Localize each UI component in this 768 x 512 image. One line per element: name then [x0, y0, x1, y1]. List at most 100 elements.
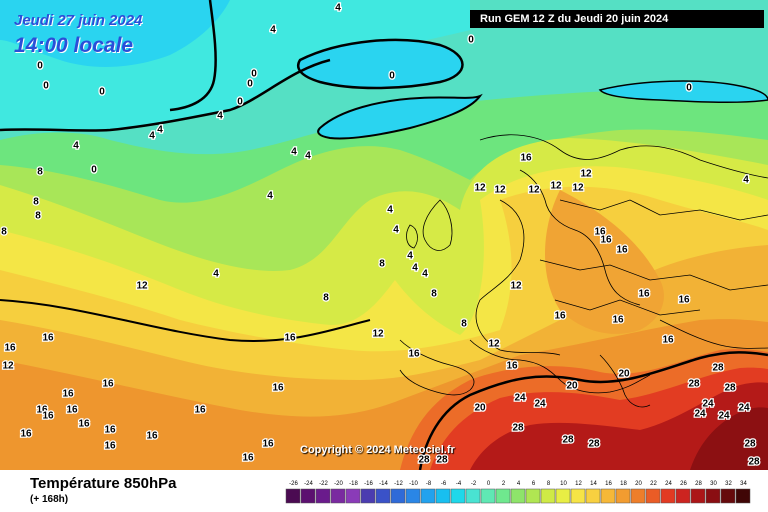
isotherm-label: 0: [43, 81, 49, 92]
isotherm-label: 4: [213, 269, 219, 280]
isotherm-label: 16: [146, 431, 158, 442]
legend-swatch: [690, 488, 706, 504]
isotherm-label: 4: [305, 151, 311, 162]
isotherm-label: 28: [562, 435, 574, 446]
legend-swatch: [285, 488, 301, 504]
isotherm-label: 4: [267, 191, 273, 202]
isotherm-label: 16: [104, 425, 116, 436]
legend-swatch: [735, 488, 751, 504]
legend-swatch: [465, 488, 481, 504]
isotherm-label: 16: [594, 227, 606, 238]
isotherm-label: 0: [686, 83, 692, 94]
isotherm-label: 0: [389, 71, 395, 82]
isotherm-label: 28: [712, 363, 724, 374]
legend-swatch: [300, 488, 316, 504]
isotherm-label: 16: [554, 311, 566, 322]
forecast-lead-time: (+ 168h): [30, 494, 69, 505]
isotherm-label: 16: [600, 235, 612, 246]
legend-value: 8: [547, 481, 551, 487]
legend-swatch: [660, 488, 676, 504]
isotherm-label: 8: [33, 197, 39, 208]
isotherm-label: 28: [436, 455, 448, 466]
isotherm-label: 0: [37, 61, 43, 72]
legend-value: 24: [665, 481, 672, 487]
legend-swatch: [540, 488, 556, 504]
legend-value: -12: [394, 481, 403, 487]
isotherm-label: 28: [512, 423, 524, 434]
legend-swatch: [450, 488, 466, 504]
legend-swatch: [585, 488, 601, 504]
isotherm-label: 0: [99, 87, 105, 98]
isotherm-label: 4: [335, 3, 341, 14]
isotherm-label: 4: [149, 131, 155, 142]
isotherm-label: 24: [514, 393, 526, 404]
legend-value: 12: [575, 481, 582, 487]
isotherm-label: 28: [748, 457, 760, 468]
isotherm-label: 24: [718, 411, 730, 422]
legend-swatch: [480, 488, 496, 504]
isotherm-label: 0: [247, 79, 253, 90]
isotherm-label: 16: [78, 419, 90, 430]
isotherm-label: 28: [724, 383, 736, 394]
isotherm-label: 4: [157, 125, 163, 136]
isotherm-label: 16: [408, 349, 420, 360]
legend-swatch: [600, 488, 616, 504]
legend-value: -4: [456, 481, 462, 487]
legend-swatch: [435, 488, 451, 504]
isotherm-label: 24: [702, 399, 714, 410]
legend-swatch: [570, 488, 586, 504]
isotherm-label: 12: [580, 169, 592, 180]
isotherm-label: 16: [102, 379, 114, 390]
legend-value: -8: [426, 481, 432, 487]
isotherm-label: 16: [194, 405, 206, 416]
legend-value: -6: [441, 481, 447, 487]
isotherm-label: 16: [616, 245, 628, 256]
legend-swatch: [630, 488, 646, 504]
isotherm-label: 16: [284, 333, 296, 344]
isotherm-label: 16: [20, 429, 32, 440]
isotherm-label: 16: [662, 335, 674, 346]
isotherm-label: 16: [262, 439, 274, 450]
isotherm-label: 12: [2, 361, 14, 372]
isotherm-label: 8: [1, 227, 7, 238]
forecast-date: Jeudi 27 juin 2024: [14, 12, 143, 29]
isotherm-label: 8: [461, 319, 467, 330]
isotherm-label: 8: [35, 211, 41, 222]
isotherm-label: 16: [36, 405, 48, 416]
isotherm-label: 4: [412, 263, 418, 274]
isotherm-label: 16: [62, 389, 74, 400]
legend-value: 10: [560, 481, 567, 487]
isotherm-label: 12: [550, 181, 562, 192]
legend-swatch: [375, 488, 391, 504]
isotherm-label: 8: [431, 289, 437, 300]
isotherm-label: 4: [407, 251, 413, 262]
legend-value: 0: [487, 481, 491, 487]
isotherm-label: 16: [42, 411, 54, 422]
isotherm-label: 20: [566, 381, 578, 392]
legend-value: 6: [532, 481, 536, 487]
isotherm-label: 16: [638, 289, 650, 300]
legend-value: -26: [289, 481, 298, 487]
isotherm-label: 8: [37, 167, 43, 178]
legend-value: 16: [605, 481, 612, 487]
isotherm-label: 16: [520, 153, 532, 164]
legend-value: 14: [590, 481, 597, 487]
isotherm-label: 0: [237, 97, 243, 108]
isotherm-label: 12: [572, 183, 584, 194]
product-title: Température 850hPa: [30, 475, 177, 492]
isotherm-label: 28: [588, 439, 600, 450]
legend-value: -22: [319, 481, 328, 487]
legend-swatch: [645, 488, 661, 504]
isotherm-label: 8: [323, 293, 329, 304]
isotherm-label: 12: [474, 183, 486, 194]
isotherm-label: 12: [136, 281, 148, 292]
isotherm-label: 12: [372, 329, 384, 340]
legend-swatch: [330, 488, 346, 504]
legend-value: -24: [304, 481, 313, 487]
legend-value: 20: [635, 481, 642, 487]
isotherm-label: 16: [4, 343, 16, 354]
isotherm-label: 8: [379, 259, 385, 270]
forecast-time: 14:00 locale: [14, 34, 134, 57]
